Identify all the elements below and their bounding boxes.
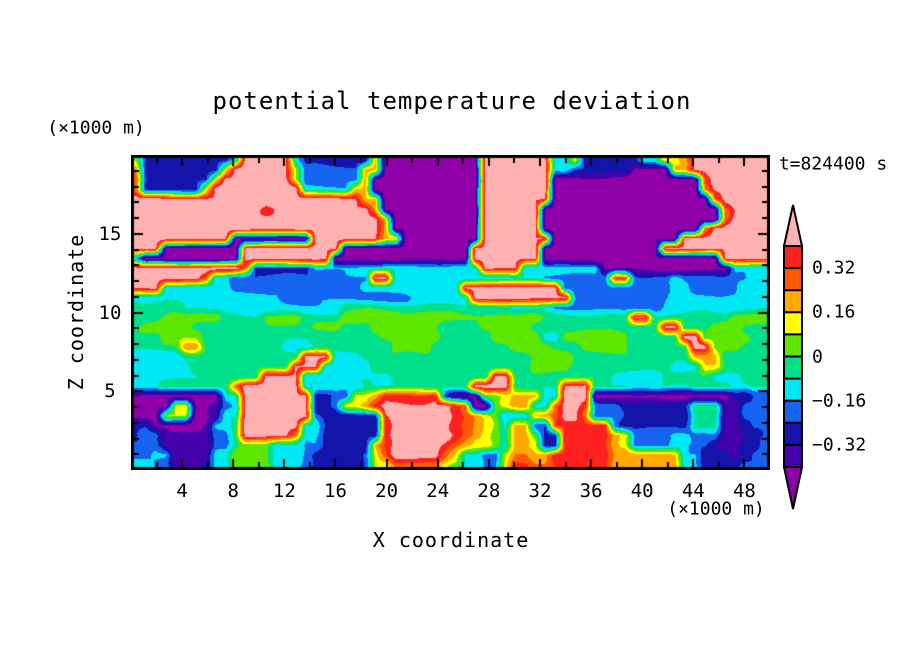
colorbar-under-arrow <box>782 466 804 510</box>
colorbar-segment <box>783 443 803 468</box>
x-tick-label: 36 <box>579 480 603 502</box>
x-tick-label: 48 <box>732 480 756 502</box>
colorbar-segment <box>783 311 803 336</box>
colorbar-segment <box>783 333 803 358</box>
colorbar-over-arrow <box>782 204 804 247</box>
z-axis-unit-label: (×1000 m) <box>47 117 145 139</box>
x-tick-label: 16 <box>324 480 347 502</box>
x-tick-label: 8 <box>227 480 239 502</box>
colorbar-segment <box>783 355 803 380</box>
colorbar-segment <box>783 377 803 402</box>
x-tick-label: 4 <box>176 480 188 502</box>
x-tick-label: 20 <box>375 480 399 502</box>
x-tick-label: 24 <box>426 480 450 502</box>
x-tick-label: 44 <box>681 480 705 502</box>
colorbar-segment <box>783 399 803 424</box>
chart-title: potential temperature deviation <box>212 87 692 115</box>
heatmap-canvas <box>131 155 770 470</box>
x-tick-label: 12 <box>272 480 296 502</box>
colorbar-tick-label: −0.16 <box>812 390 867 412</box>
colorbar <box>782 204 804 510</box>
colorbar-tick-label: 0 <box>812 346 823 367</box>
colorbar-tick-label: 0.32 <box>812 257 856 279</box>
z-tick-label: 15 <box>98 222 122 245</box>
x-tick-label: 40 <box>630 480 654 502</box>
colorbar-segment <box>783 267 803 292</box>
x-tick-label: 28 <box>477 480 501 502</box>
colorbar-segment <box>783 245 803 270</box>
z-tick-label: 5 <box>104 380 116 403</box>
x-tick-label: 32 <box>528 480 552 502</box>
colorbar-segment <box>783 421 803 446</box>
z-axis-title: Z coordinate <box>64 233 88 391</box>
colorbar-segment <box>783 289 803 314</box>
colorbar-tick-label: −0.32 <box>812 434 867 456</box>
x-axis-title: X coordinate <box>372 528 530 552</box>
z-tick-label: 10 <box>98 301 122 324</box>
time-label: t=824400 s <box>778 153 888 175</box>
x-axis-unit-label: (×1000 m) <box>667 498 765 520</box>
colorbar-segments <box>782 204 804 510</box>
colorbar-tick-label: 0.16 <box>812 301 856 323</box>
